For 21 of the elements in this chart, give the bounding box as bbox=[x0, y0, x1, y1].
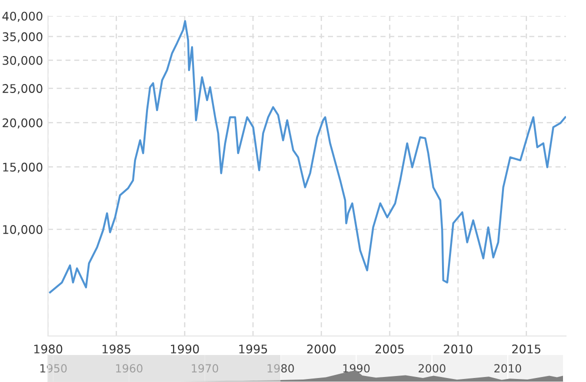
x-tick-label: 1970 bbox=[192, 364, 218, 373]
x-tick-label: 2010 bbox=[494, 364, 522, 373]
x-tick-label: 2005 bbox=[376, 344, 404, 354]
x-tick-label: 2015 bbox=[512, 344, 540, 354]
y-tick-label: 40,000 bbox=[2, 12, 42, 22]
x-tick-label: 1960 bbox=[116, 364, 142, 373]
y-tick-label: 10,000 bbox=[3, 225, 42, 236]
y-tick-label: 20,000 bbox=[2, 118, 42, 129]
x-tick-label: 2000 bbox=[307, 344, 336, 354]
y-tick-label: 15,000 bbox=[3, 162, 42, 173]
x-tick-label: 1980 bbox=[268, 364, 294, 373]
line-series bbox=[49, 20, 566, 294]
x-tick-label: 1990 bbox=[170, 344, 199, 354]
x-tick-label: 2000 bbox=[418, 364, 446, 373]
y-tick-label: 35,000 bbox=[2, 32, 42, 42]
x-tick-label: 1995 bbox=[239, 344, 268, 354]
x-tick-label: 1985 bbox=[102, 344, 130, 354]
y-tick-label: 30,000 bbox=[2, 56, 42, 66]
x-tick-label: 1980 bbox=[34, 344, 62, 354]
y-tick-label: 25,000 bbox=[2, 84, 42, 94]
x-tick-label: 2010 bbox=[444, 344, 472, 354]
